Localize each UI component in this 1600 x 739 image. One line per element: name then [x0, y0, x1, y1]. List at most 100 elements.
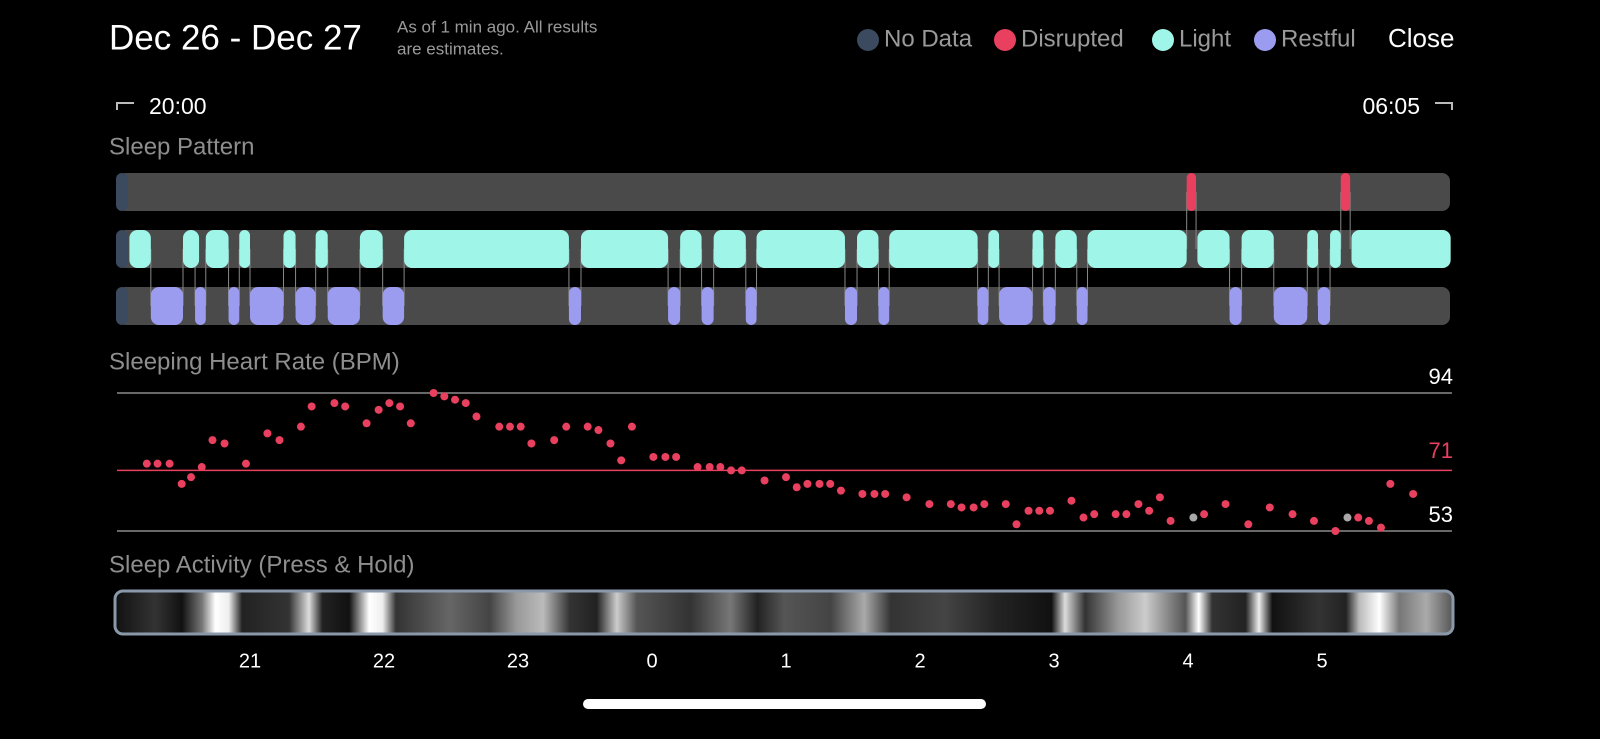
heart-rate-point [440, 392, 449, 401]
segment [977, 287, 989, 325]
segment [1197, 230, 1230, 268]
heart-rate-point [1045, 506, 1054, 515]
heart-rate-point [241, 459, 250, 468]
segment [701, 287, 714, 325]
segment [205, 230, 229, 268]
heart-rate-point [649, 452, 658, 461]
activity-strip[interactable] [113, 589, 1455, 636]
segment [1186, 173, 1197, 211]
heart-rate-point [1331, 527, 1340, 535]
heart-rate-point [1155, 493, 1164, 502]
segment [1087, 230, 1187, 268]
heart-rate-point [881, 489, 890, 498]
heart-rate-point [902, 493, 911, 502]
segment [183, 230, 200, 268]
heart-rate-point [1012, 520, 1021, 529]
range-end: 06:05 [1362, 93, 1420, 119]
segment [195, 287, 206, 325]
section-title: Sleep Pattern [109, 133, 254, 160]
x-tick-label: 3 [1048, 650, 1059, 672]
x-tick-label: 0 [646, 650, 657, 672]
y-tick-label: 53 [1429, 502, 1453, 527]
heart-rate-point [177, 479, 186, 488]
heart-rate-point [693, 463, 702, 472]
heart-rate-point [1145, 506, 1154, 515]
segment [1043, 287, 1056, 325]
note: As of 1 min ago. All results [397, 17, 597, 36]
home-indicator [583, 699, 986, 709]
segment [999, 287, 1033, 325]
heart-rate-point [826, 479, 835, 488]
heart-rate-point [969, 503, 978, 512]
heart-rate-point [406, 419, 415, 428]
segment [129, 230, 151, 268]
legend-swatch [1152, 29, 1174, 51]
heart-rate-point [153, 459, 162, 468]
heart-rate-point [1200, 510, 1209, 519]
segment [315, 230, 328, 268]
segment [359, 230, 383, 268]
heart-rate-point [296, 422, 305, 431]
segment [239, 230, 251, 268]
heart-rate-point [516, 422, 525, 431]
heart-rate-point [815, 479, 824, 488]
track [118, 173, 1450, 211]
heart-rate-point [803, 479, 812, 488]
heart-rate-point [1221, 500, 1230, 509]
heart-rate-point [1354, 513, 1363, 522]
heart-rate-point [461, 399, 470, 408]
heart-rate-point [429, 389, 438, 397]
heart-rate-point [737, 466, 746, 475]
heart-rate-point [1244, 520, 1253, 529]
segment [150, 287, 184, 325]
note: are estimates. [397, 39, 504, 58]
x-tick-label: 1 [780, 650, 791, 672]
heart-rate-point [208, 436, 217, 445]
legend-swatch [1254, 29, 1276, 51]
segment [713, 230, 746, 268]
section-title: Sleep Activity (Press & Hold) [109, 551, 414, 578]
heart-rate-point [594, 426, 603, 435]
heart-rate-point [330, 399, 339, 408]
legend-label: Disrupted [1021, 25, 1124, 52]
heart-rate-point [661, 452, 670, 461]
heart-rate-point [220, 439, 229, 448]
segment [1307, 230, 1318, 268]
heart-rate-point [925, 500, 934, 509]
heart-rate-point [858, 489, 867, 498]
heart-rate-point [1122, 510, 1131, 519]
heart-rate-point [362, 419, 371, 428]
legend-label: No Data [884, 25, 973, 52]
segment [382, 287, 405, 325]
heart-rate-point [396, 402, 405, 411]
segment [1076, 287, 1088, 325]
segment [327, 287, 360, 325]
heart-rate-point [1001, 500, 1010, 509]
heart-rate-point [870, 489, 879, 498]
heart-rate-point [606, 439, 615, 448]
heart-rate-point [562, 422, 571, 431]
x-tick-label: 5 [1316, 650, 1327, 672]
heart-rate-point [263, 429, 272, 438]
heart-rate-point [716, 463, 725, 472]
segment [680, 230, 702, 268]
heart-rate-point [946, 500, 955, 509]
segment [745, 287, 757, 325]
heart-rate-point [957, 503, 966, 512]
segment [250, 287, 284, 325]
heart-rate-point [1409, 489, 1418, 498]
heart-rate-point [505, 422, 514, 431]
segment [1340, 173, 1351, 211]
heart-rate-point [307, 402, 316, 411]
heart-rate-point [275, 436, 284, 445]
segment [116, 173, 129, 211]
heart-rate-point [1166, 516, 1175, 525]
close-button[interactable]: Close [1388, 23, 1454, 53]
heart-rate-point [1134, 500, 1143, 509]
heart-rate-point [1067, 496, 1076, 505]
range-start: 20:00 [149, 93, 207, 119]
reference-label: 71 [1429, 438, 1453, 463]
x-tick-label: 21 [239, 650, 261, 672]
